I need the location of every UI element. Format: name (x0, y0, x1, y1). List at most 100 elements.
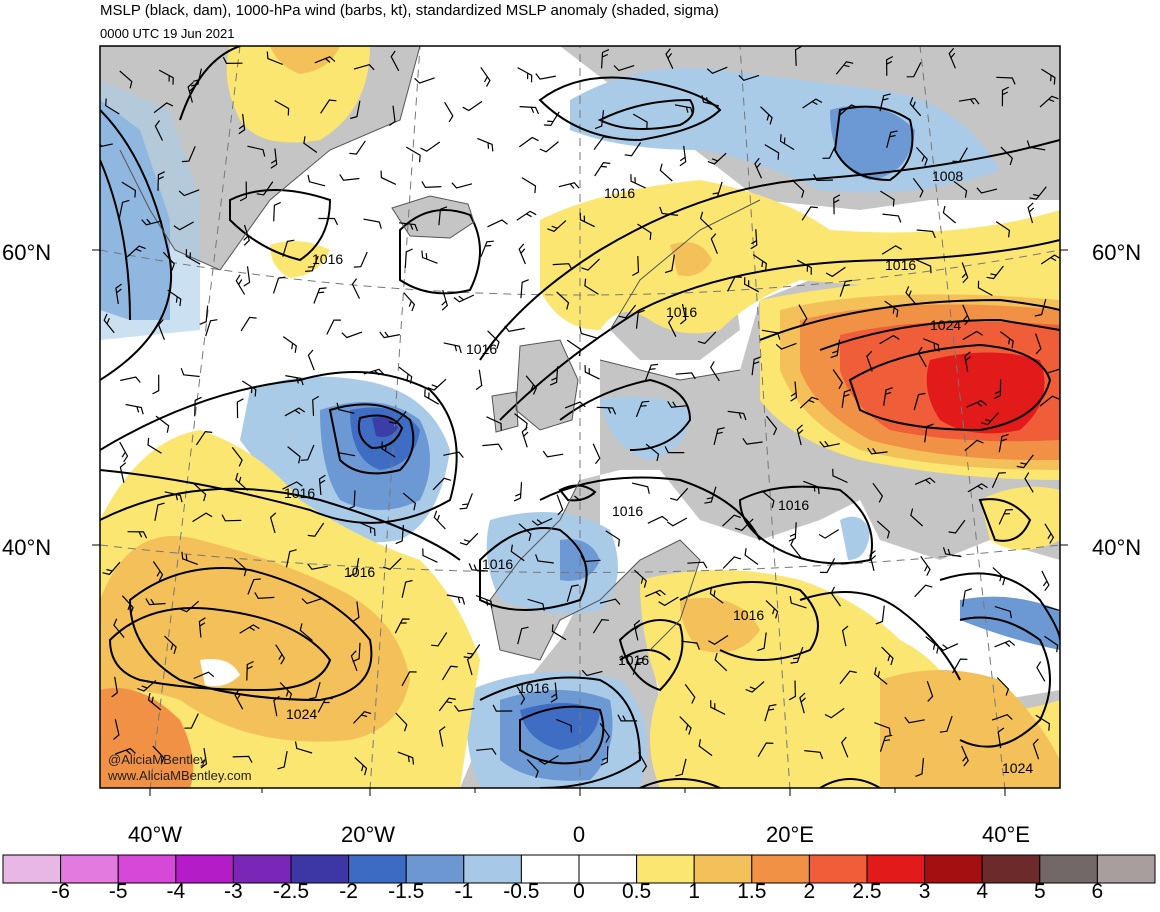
wind-barb (162, 251, 175, 271)
wind-barb (976, 187, 998, 194)
colorbar-swatch (117, 854, 177, 884)
wind-barb (635, 400, 650, 418)
wind-barb (584, 365, 600, 380)
neg-atlantic-low-core (350, 407, 420, 470)
wind-barb (187, 81, 195, 103)
colorbar-swatch (578, 854, 638, 884)
wind-barb (916, 229, 936, 239)
wind-barb (1044, 523, 1055, 544)
wind-barb (240, 316, 257, 332)
wind-barb (867, 447, 888, 455)
wind-barb (830, 339, 841, 359)
wind-barb (964, 351, 971, 373)
wind-barb (433, 510, 446, 530)
wind-barb (438, 206, 448, 226)
wind-barb (1036, 661, 1046, 682)
contour-label: 1016 (618, 652, 649, 668)
wind-barb (402, 492, 417, 511)
wind-barb (958, 97, 980, 105)
wind-barb (178, 189, 200, 197)
wind-barb (926, 681, 934, 702)
wind-barb (121, 181, 137, 198)
wind-barb (833, 194, 841, 215)
wind-barb (466, 654, 474, 676)
neg-north-sea (600, 396, 690, 460)
wind-barb (301, 597, 323, 605)
wind-barb (105, 98, 120, 115)
wind-barb (270, 148, 278, 169)
wind-barb (194, 396, 202, 417)
wind-barb (779, 134, 795, 151)
wind-barb (558, 182, 580, 189)
wind-barb (617, 714, 638, 722)
wind-barb (584, 278, 599, 295)
wind-barb (287, 446, 301, 464)
wind-barb (659, 163, 673, 182)
wind-barb (997, 727, 1005, 748)
colorbar-tick-label: -4 (166, 880, 186, 903)
wind-barb (881, 245, 902, 255)
wind-barb (504, 325, 525, 333)
contour-label: 1008 (932, 168, 963, 184)
contour-label: 1024 (286, 706, 317, 722)
wind-barb (191, 68, 202, 87)
wind-barb (205, 319, 218, 337)
pos-azores-l1 (100, 536, 410, 742)
ireland (492, 392, 518, 432)
wind-barb (454, 705, 475, 712)
wind-barb (939, 715, 953, 733)
colorbar-swatch (348, 854, 407, 884)
wind-barb (670, 487, 689, 501)
wind-barb (906, 62, 922, 78)
wind-barb (667, 400, 688, 408)
wind-barb (819, 558, 836, 574)
wind-barb (879, 93, 891, 112)
wind-barb (164, 635, 177, 654)
wind-barb (233, 558, 247, 577)
wind-barb (624, 142, 642, 157)
wind-barb (1027, 202, 1035, 224)
wind-barb (666, 517, 688, 527)
wind-barb (195, 430, 213, 446)
wind-barb (401, 671, 417, 687)
wind-barb (120, 376, 141, 383)
wind-barb (459, 532, 479, 546)
wind-barb (119, 70, 133, 89)
wind-barb (353, 251, 368, 268)
neg-black-sea (840, 516, 870, 560)
lat-label-right-60n: 60°N (1092, 240, 1142, 265)
wind-barb (552, 263, 573, 271)
wind-barb (137, 679, 157, 692)
wind-barb (303, 136, 318, 153)
wind-barb (247, 578, 261, 595)
wind-barb (550, 682, 558, 703)
wind-barb (352, 601, 360, 622)
wind-barb (995, 221, 1011, 238)
wind-barb (349, 557, 360, 577)
wind-barb (318, 474, 326, 495)
wind-barb (480, 66, 491, 87)
wind-barb (593, 136, 611, 151)
wind-barb (158, 69, 174, 85)
wind-barb (351, 278, 361, 299)
wind-barb (600, 746, 609, 766)
wind-barb (282, 336, 297, 353)
colorbar-swatch (924, 854, 983, 884)
wind-barb (761, 490, 775, 508)
wind-barb (141, 218, 162, 226)
colorbar-swatch (175, 854, 234, 884)
wind-barb (980, 412, 999, 426)
wind-barb (592, 618, 609, 634)
wind-barb (405, 146, 421, 163)
wind-barb (757, 632, 767, 652)
wind-barb (221, 514, 242, 522)
wind-barb (803, 480, 820, 495)
wind-barb (404, 248, 413, 268)
wind-barb (796, 424, 804, 446)
wind-barb (991, 472, 1006, 488)
wind-barb (157, 319, 165, 341)
wind-barb (824, 707, 845, 719)
wind-barb (243, 266, 251, 287)
colorbar-tick-label: -1.5 (388, 880, 425, 903)
positive-anomalies (100, 46, 1060, 788)
